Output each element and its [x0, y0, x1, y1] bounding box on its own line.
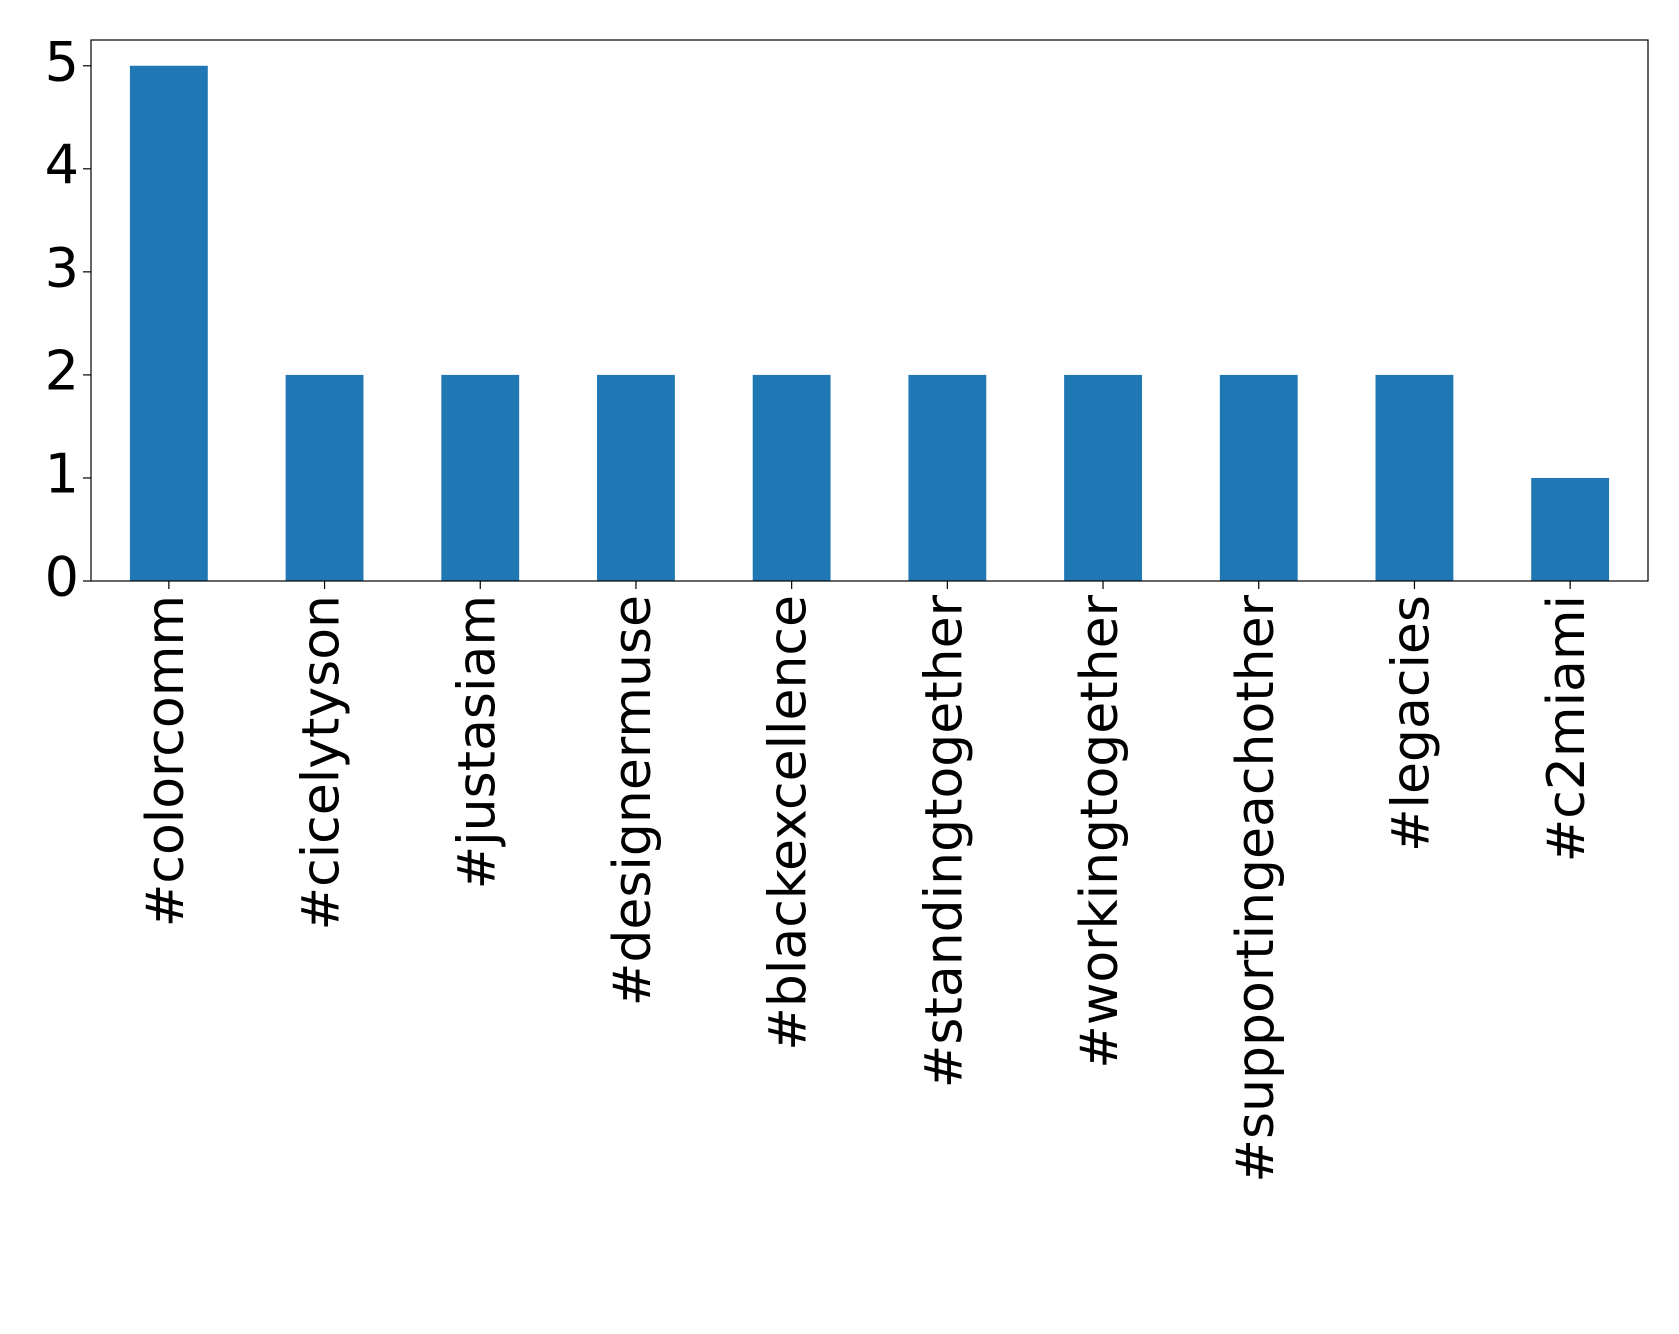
x-tick-label: #legacies: [1381, 595, 1441, 852]
y-tick-label: 3: [45, 236, 79, 299]
x-tick-label: #standingtogether: [914, 594, 974, 1088]
x-tick-label: #blackexcellence: [759, 595, 819, 1051]
x-tick-label: #supportingeachother: [1226, 594, 1286, 1182]
plot-frame: [90, 39, 1649, 582]
bar: [441, 374, 520, 581]
bar: [1531, 477, 1610, 581]
bar: [129, 65, 208, 581]
y-tick-label: 0: [45, 546, 79, 609]
bar: [1219, 374, 1298, 581]
x-tick-label: #colorcomm: [136, 595, 196, 927]
bar: [752, 374, 831, 581]
x-tick-label: #justasiam: [447, 595, 507, 889]
bar: [908, 374, 987, 581]
bar: [1064, 374, 1142, 581]
y-tick-label: 5: [45, 30, 79, 93]
x-tick-label: #workingtogether: [1070, 594, 1130, 1068]
bar: [597, 374, 675, 581]
x-tick-label: #designermuse: [603, 595, 663, 1006]
x-tick-label: #cicelytyson: [292, 595, 352, 930]
bar: [1375, 374, 1454, 581]
y-tick-label: 4: [45, 133, 79, 196]
bar: [285, 374, 364, 581]
y-tick-label: 2: [45, 340, 79, 403]
y-tick-label: 1: [45, 443, 79, 506]
x-tick-label: #c2miami: [1537, 595, 1597, 862]
